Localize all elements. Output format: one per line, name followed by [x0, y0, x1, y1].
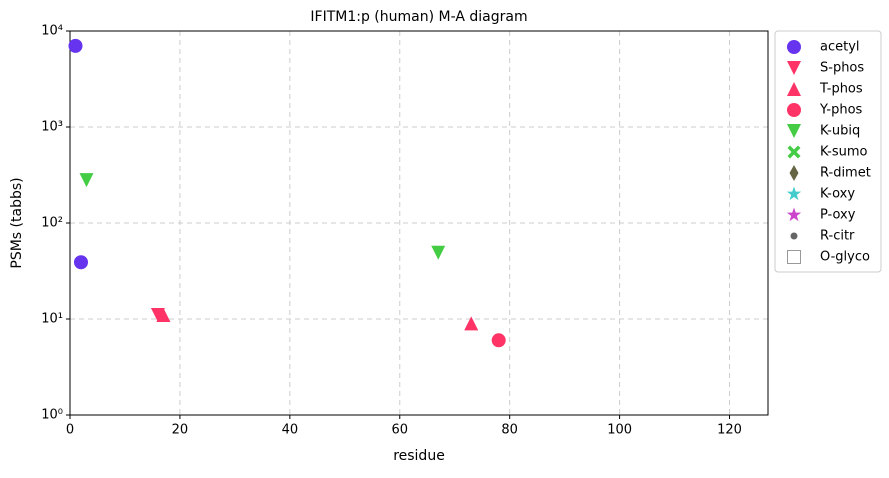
scatter-point: [156, 308, 171, 323]
legend-label: acetyl: [820, 40, 860, 55]
x-tick-label: 100: [607, 423, 632, 438]
legend-label: R-dimet: [820, 166, 871, 181]
legend-box: [774, 30, 882, 273]
legend-marker: [787, 82, 801, 96]
legend-marker: [787, 124, 801, 138]
legend-label: S-phos: [820, 61, 864, 76]
legend-label: K-sumo: [820, 145, 868, 160]
y-tick-label: 10⁰: [41, 408, 63, 423]
x-tick-label: 0: [66, 423, 74, 438]
x-tick-label: 80: [501, 423, 518, 438]
x-axis-label: residue: [393, 448, 445, 464]
legend-marker: [787, 61, 801, 75]
scatter-point: [68, 38, 83, 53]
scatter-point: [464, 316, 479, 331]
legend-marker: [786, 186, 802, 201]
x-tick-label: 120: [717, 423, 742, 438]
plot-frame: [69, 30, 769, 416]
y-tick-label: 10¹: [41, 312, 63, 327]
legend-marker: [787, 103, 801, 117]
legend-label: O-glyco: [820, 250, 870, 265]
scatter-point: [150, 308, 165, 323]
chart-title: IFITM1:p (human) M-A diagram: [310, 9, 527, 25]
legend-marker: [787, 40, 801, 54]
legend-label: Y-phos: [819, 103, 863, 118]
legend-label: P-oxy: [820, 208, 856, 223]
legend-marker: [790, 232, 798, 240]
legend-label: T-phos: [819, 82, 863, 97]
y-tick-label: 10³: [41, 120, 63, 135]
y-tick-label: 10⁴: [41, 24, 63, 39]
x-tick-label: 60: [391, 423, 408, 438]
scatter-point: [491, 333, 506, 348]
legend-label: K-oxy: [820, 187, 855, 202]
legend-marker: [789, 165, 799, 181]
scatter-point: [431, 245, 446, 260]
y-tick-label: 10²: [41, 216, 63, 231]
x-tick-label: 40: [282, 423, 299, 438]
legend-label: R-citr: [820, 229, 855, 244]
legend-marker: [787, 250, 801, 264]
x-tick-label: 20: [172, 423, 189, 438]
scatter-point: [79, 173, 94, 188]
legend-marker: [787, 145, 801, 159]
y-axis-label: PSMs (tabbs): [9, 177, 25, 268]
legend-marker: [786, 207, 802, 222]
scatter-point: [73, 255, 88, 270]
legend-label: K-ubiq: [820, 124, 860, 139]
